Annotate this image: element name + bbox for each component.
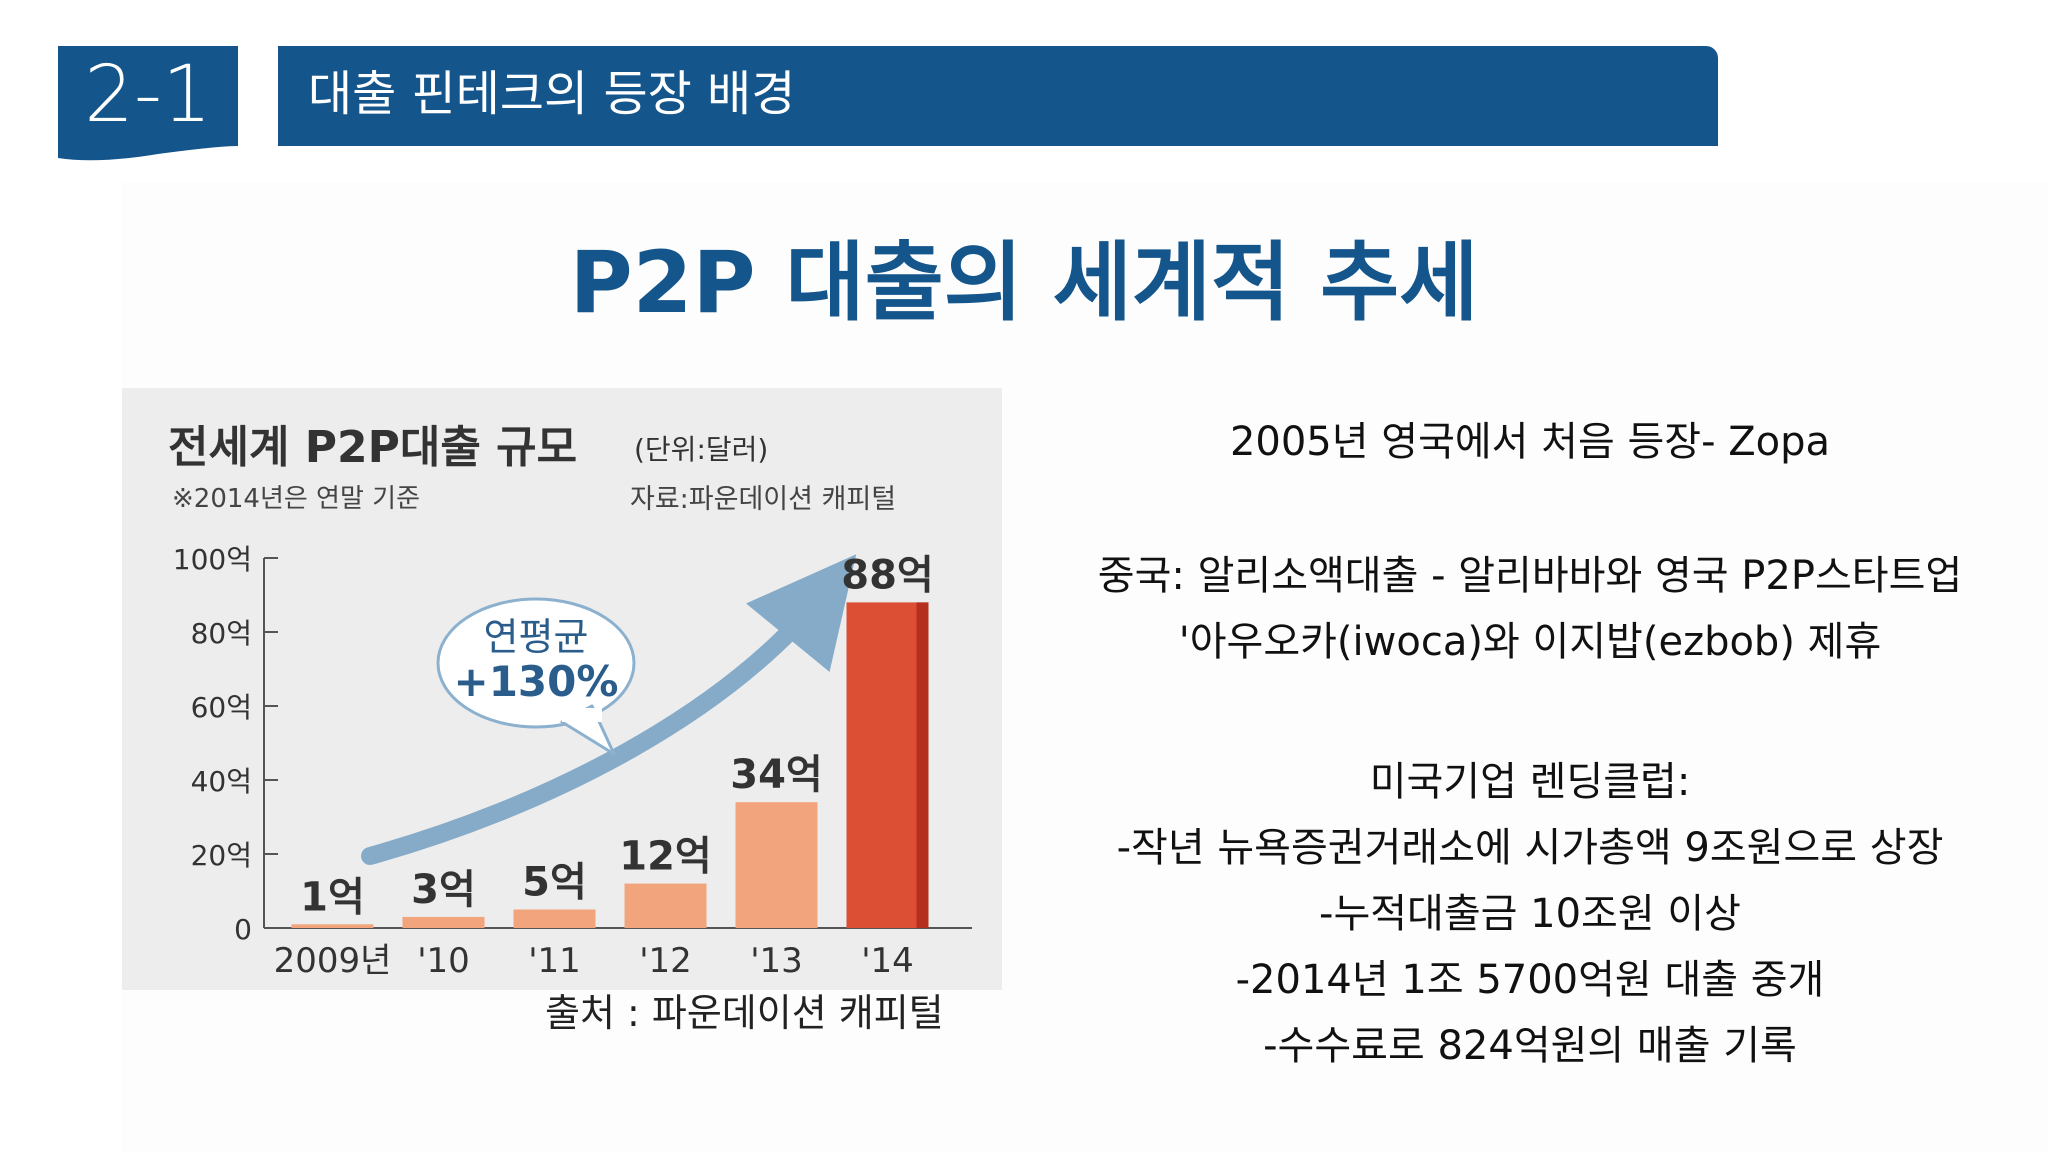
page-title: P2P 대출의 세계적 추세 — [569, 233, 1479, 333]
section-header-bar: 대출 핀테크의 등장 배경 — [278, 46, 1718, 146]
summary-line-listing: -작년 뉴욕증권거래소에 시가총액 9조원으로 상장 — [1116, 825, 1944, 871]
growth-bubble: 연평균 +130% — [436, 597, 636, 756]
growth-trend-arrow — [361, 554, 857, 865]
summary-line-partnership: '아우오카(iwoca)와 이지밥(ezbob) 제휴 — [1178, 619, 1882, 665]
x-tick-label: '11 — [528, 941, 581, 981]
section-title: 대출 핀테크의 등장 배경 — [308, 66, 796, 122]
growth-label-line1: 연평균 — [484, 615, 589, 659]
section-number-badge: 2-1 — [58, 46, 238, 171]
bar-0 — [291, 924, 374, 928]
growth-bubble-shape — [436, 597, 636, 729]
value-label: 34억 — [730, 752, 822, 798]
value-label: 12억 — [619, 834, 711, 880]
growth-bubble-tail-mask — [562, 708, 602, 722]
y-tick-label: 20억 — [191, 839, 252, 872]
x-tick-label: 2009년 — [274, 941, 392, 981]
x-tick-label: '12 — [639, 941, 692, 981]
bar-2 — [513, 909, 596, 928]
summary-line-cumulative: -누적대출금 10조원 이상 — [1319, 891, 1741, 937]
value-label: 5억 — [522, 860, 587, 906]
bar-4 — [735, 802, 818, 928]
value-label: 88억 — [841, 552, 933, 598]
x-tick-label: '13 — [750, 941, 803, 981]
bar-3 — [624, 883, 707, 928]
y-tick-label: 80억 — [191, 617, 252, 650]
value-label: 3억 — [411, 867, 476, 913]
x-tick-label: '14 — [861, 941, 914, 981]
y-tick-label: 100억 — [173, 543, 252, 576]
bar-chart: 0 20억 40억 60억 80억 100억 1억 2009년 3억 '10 5억 '11 12억 '1… — [173, 543, 972, 981]
summary-line-china: 중국: 알리소액대출 - 알리바바와 영국 P2P스타트업 — [1097, 553, 1963, 599]
badge-shape — [58, 46, 238, 161]
growth-label-line2: +130% — [454, 657, 619, 706]
chart-note: ※2014년은 연말 기준 — [172, 484, 421, 514]
bar-1 — [402, 916, 485, 928]
y-tick-label: 60억 — [191, 691, 252, 724]
chart-title: 전세계 P2P대출 규모 — [168, 422, 578, 473]
summary-line-origin: 2005년 영국에서 처음 등장- Zopa — [1229, 419, 1831, 465]
bar-5 — [846, 602, 929, 928]
x-tick-label: '10 — [417, 941, 470, 981]
chart-panel: 전세계 P2P대출 규모 (단위:달러) ※2014년은 연말 기준 자료:파운… — [122, 388, 1002, 990]
source-caption: 출처 : 파운데이션 캐피털 — [545, 991, 944, 1035]
summary-line-us-heading: 미국기업 렌딩클럽: — [1369, 759, 1691, 805]
summary-line-2014: -2014년 1조 5700억원 대출 중개 — [1235, 957, 1825, 1003]
bar-5-shade — [916, 602, 929, 928]
section-number: 2-1 — [84, 50, 212, 140]
y-tick-label: 40억 — [191, 765, 252, 798]
value-label: 1억 — [300, 874, 365, 920]
chart-unit: (단위:달러) — [634, 433, 769, 466]
summary-line-revenue: -수수료로 824억원의 매출 기록 — [1263, 1023, 1797, 1069]
chart-inner-source: 자료:파운데이션 캐피털 — [630, 484, 897, 515]
y-tick-label: 0 — [234, 913, 252, 946]
